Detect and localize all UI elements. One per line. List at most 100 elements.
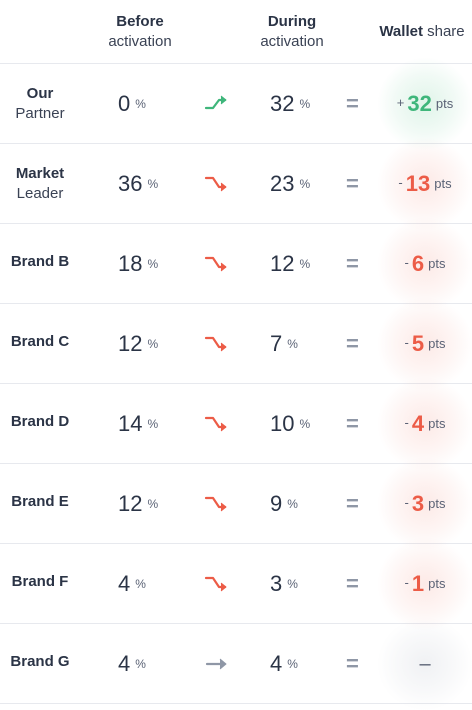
wallet-share-number: 1 [411, 571, 425, 596]
percent-sign: % [147, 257, 159, 271]
wallet-share-value: -1 pts [378, 570, 472, 598]
equals-sign: = [346, 651, 359, 676]
before-value: 36% [118, 170, 158, 198]
wallet-share-value: -3 pts [378, 490, 472, 518]
before-value: 12% [118, 490, 158, 518]
header-before-subtitle: activation [108, 33, 172, 50]
trend-down-arrow-icon [204, 334, 230, 354]
table-row: Brand B 18% 12% = -6 pts [0, 218, 472, 310]
pts-label: pts [434, 176, 452, 191]
percent-sign: % [287, 337, 298, 351]
brand-name-line1: Brand D [10, 413, 70, 430]
before-number: 14 [118, 411, 143, 436]
wallet-share-value: -4 pts [378, 410, 472, 438]
wallet-share-number: 4 [411, 411, 425, 436]
pts-label: pts [428, 416, 446, 431]
wallet-share-number: 13 [405, 171, 431, 196]
wallet-share-number: 3 [411, 491, 425, 516]
before-number: 12 [118, 331, 143, 356]
percent-sign: % [287, 577, 298, 591]
equals-sign: = [346, 251, 359, 276]
brand-name-line1: Market [15, 165, 65, 182]
trend-up-arrow-icon [204, 94, 230, 114]
during-value: 12% [270, 250, 310, 278]
table-row: Market Leader 36% 23% = -13 pts [0, 138, 472, 230]
percent-sign: % [147, 497, 159, 511]
brand-name-line2: Partner [15, 105, 65, 122]
wallet-share-number: 6 [411, 251, 425, 276]
equals-sign: = [346, 411, 359, 436]
percent-sign: % [135, 657, 146, 671]
header-during-title: During [267, 13, 317, 30]
wallet-share-dash: – [419, 653, 431, 675]
wallet-share-sign: - [404, 415, 409, 430]
wallet-share-number: 5 [411, 331, 425, 356]
percent-sign: % [299, 417, 311, 431]
trend-down-arrow-icon [204, 494, 230, 514]
percent-sign: % [135, 577, 146, 591]
table-row: Brand F 4% 3% = -1 pts [0, 538, 472, 630]
table-row: Brand C 12% 7% = -5 pts [0, 298, 472, 390]
header-wallet-share: Wallet share [372, 22, 472, 42]
before-number: 4 [118, 571, 131, 596]
equals-sign: = [346, 331, 359, 356]
equals-sign: = [346, 91, 359, 116]
percent-sign: % [147, 177, 159, 191]
during-value: 4% [270, 650, 298, 678]
equals-sign: = [346, 491, 359, 516]
table-row: Our Partner 0% 32% = +32 pts [0, 58, 472, 150]
wallet-share-value: – [378, 650, 472, 678]
during-number: 7 [270, 331, 283, 356]
percent-sign: % [299, 177, 311, 191]
header-wallet-subtitle: share [427, 23, 465, 40]
brand-name: Brand E [0, 492, 80, 512]
wallet-share-sign: - [404, 575, 409, 590]
wallet-share-number: 32 [407, 91, 432, 116]
wallet-share-value: -6 pts [378, 250, 472, 278]
brand-name-line1: Brand G [10, 653, 70, 670]
wallet-share-sign: - [404, 335, 409, 350]
wallet-share-sign: - [404, 255, 409, 270]
trend-flat-arrow-icon [204, 654, 230, 674]
percent-sign: % [147, 337, 159, 351]
brand-name: Brand F [0, 572, 80, 592]
percent-sign: % [147, 417, 159, 431]
percent-sign: % [299, 257, 311, 271]
wallet-share-sign: - [398, 175, 403, 190]
wallet-share-sign: + [396, 95, 405, 110]
brand-name-line1: Brand C [10, 333, 70, 350]
wallet-share-value: -13 pts [378, 170, 472, 198]
header-before: Before activation [90, 12, 190, 52]
during-value: 9% [270, 490, 298, 518]
pts-label: pts [428, 496, 446, 511]
before-number: 36 [118, 171, 143, 196]
during-number: 23 [270, 171, 295, 196]
trend-down-arrow-icon [204, 254, 230, 274]
brand-name-line1: Our [26, 85, 54, 102]
table-header: Before activation During activation Wall… [0, 0, 472, 64]
percent-sign: % [287, 497, 298, 511]
header-during: During activation [242, 12, 342, 52]
before-value: 4% [118, 570, 146, 598]
brand-name: Our Partner [0, 84, 80, 124]
before-value: 4% [118, 650, 146, 678]
before-number: 12 [118, 491, 143, 516]
during-value: 3% [270, 570, 298, 598]
trend-down-arrow-icon [204, 174, 230, 194]
pts-label: pts [428, 336, 446, 351]
during-number: 4 [270, 651, 283, 676]
brand-name-line1: Brand E [11, 493, 69, 510]
brand-name: Brand G [0, 652, 80, 672]
during-value: 32% [270, 90, 310, 118]
during-value: 7% [270, 330, 298, 358]
before-number: 0 [118, 91, 131, 116]
before-value: 0% [118, 90, 146, 118]
percent-sign: % [299, 97, 311, 111]
table-row: Brand G 4% 4% = – [0, 618, 472, 710]
percent-sign: % [287, 657, 298, 671]
brand-name-line2: Leader [16, 185, 64, 202]
brand-name: Market Leader [0, 164, 80, 204]
equals-sign: = [346, 171, 359, 196]
brand-name: Brand D [0, 412, 80, 432]
